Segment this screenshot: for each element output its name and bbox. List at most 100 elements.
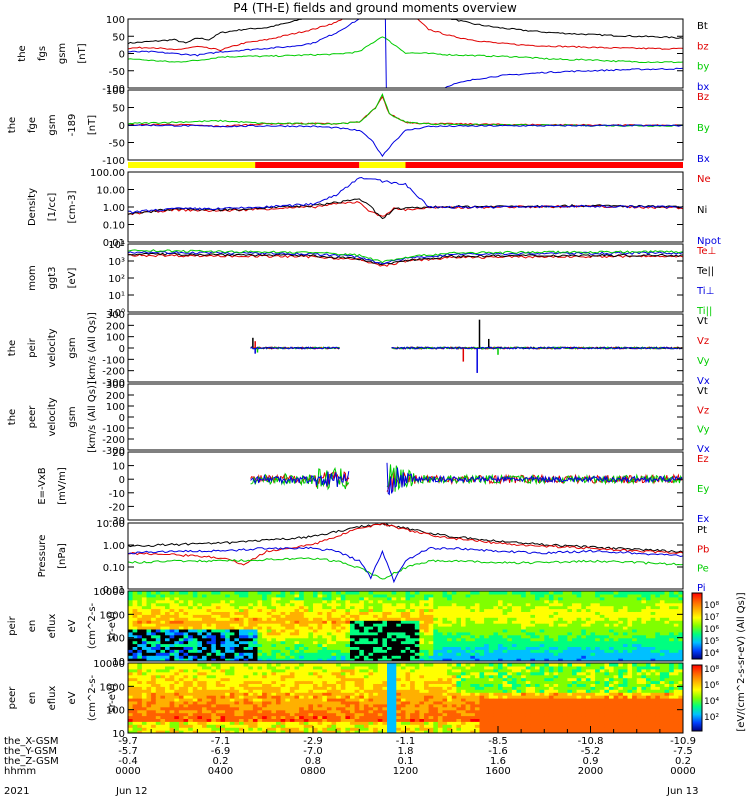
legend-temperature-2: Ti⊥ — [696, 286, 714, 297]
series-fgs_gse-2 — [128, 124, 683, 158]
date-end-label: Jun 13 — [666, 786, 699, 797]
colorbar-bottom-tick-0: 10⁸ — [704, 665, 719, 675]
ytick-efield-3: -10 — [109, 489, 125, 500]
ytick-density-0: 100.00 — [90, 168, 125, 179]
ytick-velocity_peer-5: -200 — [102, 435, 125, 446]
legend-efield-2: Ex — [697, 514, 709, 525]
series-fgs_gse-1 — [128, 93, 683, 127]
ylabel-velocity_peer: the peer velocity gsm [km/s (All Qs)] — [7, 381, 98, 453]
colorbar-label: [eV/(cm^2-s-sr-eV) (All Qs)] — [736, 592, 747, 731]
xaxis-row-label-3: hhmm — [4, 766, 36, 777]
ylabel-line-peer_eflux-3: eflux — [47, 686, 58, 711]
legend-fgs-3: bx — [697, 82, 709, 93]
ytick-velocity_peir-6: -300 — [102, 378, 125, 389]
ytick-velocity_peer-2: 100 — [106, 402, 125, 413]
ylabel-line-fgs_gse-4: [nT] — [87, 115, 98, 135]
series-fgs-0 — [128, 19, 683, 45]
xaxis-row-label-0: the_X-GSM — [4, 736, 58, 747]
xaxis-value-2-5: 0.9 — [583, 756, 599, 767]
ytick-temperature-3: 10¹ — [108, 291, 125, 302]
ytick-velocity_peir-4: -100 — [102, 355, 125, 366]
xaxis-row-label-2: the_Z-GSM — [4, 756, 59, 767]
xaxis-value-1-5: -5.2 — [581, 746, 601, 757]
ytick-velocity_peir-5: -200 — [102, 367, 125, 378]
series-pressure-3 — [128, 546, 683, 584]
year-label: 2021 — [4, 786, 29, 797]
ylabel-fgs_gse: the fge gsm -189 [nT] — [7, 114, 98, 137]
series-efield-2 — [250, 462, 683, 496]
colorbar-top-tick-3: 10⁵ — [704, 637, 719, 647]
xaxis-value-2-6: 0.2 — [675, 756, 691, 767]
colorbar-top-tick-4: 10⁴ — [704, 649, 719, 659]
ytick-velocity_peir-1: 200 — [106, 321, 125, 332]
legend-pressure-1: Pb — [697, 544, 709, 555]
series-fgs-2 — [128, 36, 683, 64]
ylabel-line-peer_eflux-5: (cm^2-s- — [87, 674, 98, 721]
ylabel-line-density-2: [cm-3] — [67, 190, 78, 223]
legend-fgs-0: Bt — [697, 21, 708, 32]
ylabel-line-peer_eflux-4: eV — [67, 691, 78, 704]
xaxis-value-0-2: -2.9 — [303, 736, 323, 747]
legend-density-2: Npot — [697, 236, 721, 247]
panel-peir_eflux: 10000100010010thepeirenefluxeV(cm^2-s-sr… — [7, 587, 684, 668]
ytick-fgs_gse-4: -100 — [102, 156, 125, 167]
x-axis: the_X-GSM -9.7 -7.1 -2.9 -1.1 -8.5 -10.8 -10.9 t… — [4, 726, 699, 797]
ytick-peir_eflux-3: 10 — [112, 657, 125, 668]
series-velocity_peir-3 — [250, 346, 682, 373]
ylabel-line-velocity_peer-2: velocity — [47, 397, 58, 436]
ylabel-line-velocity_peer-0: the — [7, 409, 18, 425]
series-pressure-0 — [128, 523, 683, 553]
ylabel-line-peir_eflux-5: (cm^2-s- — [87, 602, 98, 649]
ylabel-line-peir_eflux-2: en — [27, 620, 38, 633]
colorbar-bottom-tick-1: 10⁶ — [704, 681, 719, 691]
ytick-efield-4: -20 — [109, 502, 125, 513]
series-velocity_peir-0 — [250, 319, 682, 350]
colorbar-top-tick-0: 10⁸ — [704, 601, 719, 611]
status-segment-2 — [359, 162, 406, 168]
xaxis-value-1-3: 1.8 — [398, 746, 414, 757]
series-velocity_peir-1 — [250, 341, 683, 362]
ylabel-line-velocity_peir-2: velocity — [47, 328, 58, 367]
ytick-fgs_gse-3: -50 — [109, 139, 125, 150]
frame-peir_eflux — [127, 590, 684, 662]
ytick-velocity_peir-0: 300 — [106, 310, 125, 321]
legend-fgs_gse-2: Bx — [697, 154, 710, 165]
ytick-density-1: 10.00 — [96, 186, 125, 197]
ytick-velocity_peer-0: 300 — [106, 380, 125, 391]
xaxis-value-3-3: 1200 — [393, 766, 418, 777]
ytick-pressure-3: 0.01 — [103, 585, 125, 596]
ytick-velocity_peir-3: 0 — [119, 344, 125, 355]
ytick-velocity_peer-6: -300 — [102, 446, 125, 457]
chart-title: P4 (TH-E) fields and ground moments over… — [233, 1, 517, 15]
ylabel-line-pressure-1: [nPa] — [57, 543, 68, 569]
ylabel-line-velocity_peir-0: the — [7, 340, 18, 356]
series-pressure-1 — [128, 523, 683, 566]
ytick-fgs_gse-0: 100 — [106, 86, 125, 97]
ylabel-velocity_peir: the peir velocity gsm [km/s (All Qs)] — [7, 312, 98, 384]
colorbar-label-text: [eV/(cm^2-s-sr-eV) (All Qs)] — [736, 592, 747, 731]
ytick-pressure-1: 1.00 — [103, 541, 125, 552]
ylabel-line-efield-0: E=-VxB — [37, 467, 48, 504]
xaxis-value-1-2: -7.0 — [303, 746, 323, 757]
ylabel-fgs: the fgs gsm [nT] — [17, 43, 88, 64]
ytick-velocity_peer-4: -100 — [102, 424, 125, 435]
colorbar-top-tick-1: 10⁷ — [704, 613, 719, 623]
xaxis-value-1-0: -5.7 — [118, 746, 138, 757]
ylabel-line-fgs_gse-2: gsm — [47, 114, 58, 135]
legend-temperature-3: Ti|| — [696, 306, 712, 317]
ylabel-line-peir_eflux-1: peir — [7, 615, 18, 635]
ytick-velocity_peir-2: 100 — [106, 333, 125, 344]
ylabel-line-peer_eflux-6: sr-eV) — [107, 683, 118, 712]
legend-pressure-3: Pi — [697, 583, 706, 594]
xaxis-row-label-1: the_Y-GSM — [4, 746, 57, 757]
ytick-peer_eflux-0: 10000 — [93, 659, 125, 670]
ylabel-line-temperature-0: mom — [27, 265, 38, 291]
colorbar-bottom-tick-3: 10² — [704, 713, 719, 723]
ylabel-line-fgs_gse-0: the — [7, 117, 18, 133]
xaxis-value-0-5: -10.8 — [578, 736, 604, 747]
series-pressure-2 — [128, 557, 683, 580]
ytick-fgs_gse-2: 0 — [119, 121, 125, 132]
ylabel-line-pressure-0: Pressure — [37, 535, 48, 578]
